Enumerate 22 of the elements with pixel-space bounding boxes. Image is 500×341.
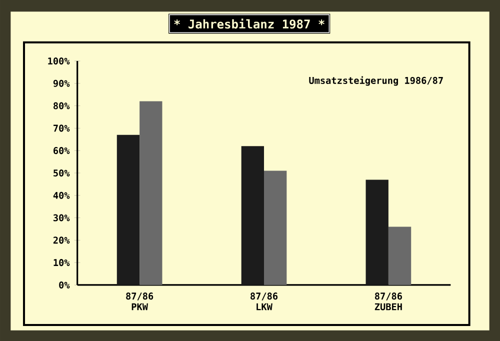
chart-title: * Jahresbilanz 1987 * [174,18,324,29]
y-tick-label: 80% [54,102,70,110]
y-tick-label: 90% [53,80,70,87]
bar [388,226,412,285]
bar [366,180,388,285]
y-tick-label: 40% [53,192,70,199]
bar [264,170,287,285]
bar [241,146,264,285]
y-tick-label: 30% [53,214,70,222]
bar [116,134,140,285]
y-tick-label: 100% [48,57,70,65]
x-tick-label: 87/86 ZUBEH [374,292,402,310]
x-tick-label: 87/86 PKW [126,292,154,310]
y-tick-label: 20% [53,236,70,244]
y-tick-label: 0% [59,281,70,289]
text: Umsatzsteigerung 1986/87 [309,76,443,86]
x-tick-label: 87/86 LKW [250,292,278,310]
y-tick-label: 70% [54,124,70,132]
bar [140,101,162,285]
y-tick-label: 50% [54,169,70,177]
y-tick-label: 10% [54,259,70,266]
y-tick-label: 60% [54,147,70,154]
